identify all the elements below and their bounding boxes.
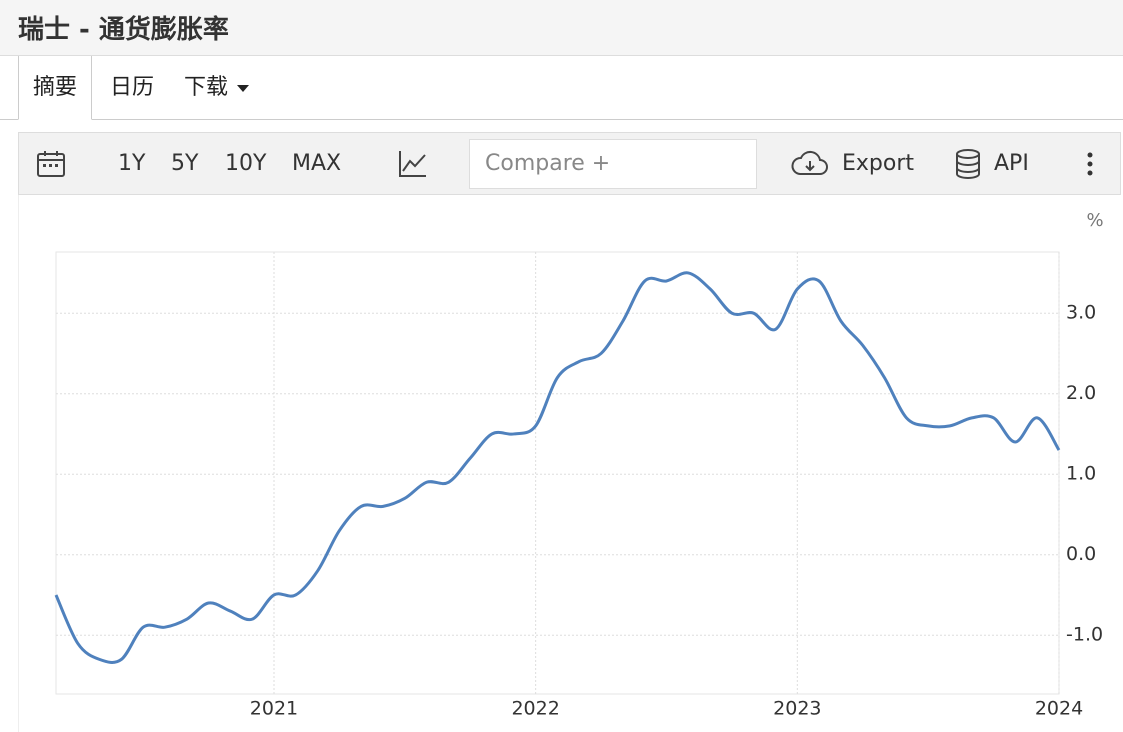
data-line	[54, 271, 1061, 664]
chart-type-icon[interactable]	[398, 149, 428, 179]
unit-label: %	[1086, 210, 1103, 231]
api-icon[interactable]	[954, 148, 982, 180]
api-button[interactable]: API	[994, 151, 1029, 176]
x-tick-label: 2021	[250, 698, 298, 720]
range-button[interactable]: MAX	[292, 151, 342, 176]
x-tick-label: 2023	[773, 698, 821, 720]
tab[interactable]: 日历	[110, 75, 155, 100]
toolbar: 1Y 5Y 10Y MAX Compare + Export API	[18, 132, 1121, 195]
compare-placeholder: Compare +	[485, 151, 611, 176]
y-tick-label: 1.0	[1066, 463, 1096, 485]
y-tick-label: 2.0	[1066, 382, 1096, 404]
export-button[interactable]: Export	[842, 151, 915, 176]
more-menu[interactable]	[1085, 151, 1095, 177]
range-button[interactable]: 10Y	[225, 151, 267, 176]
dropdown-caret	[237, 85, 250, 92]
tab[interactable]: 下载	[184, 56, 250, 119]
range-button[interactable]: 5Y	[171, 151, 199, 176]
calendar-icon[interactable]	[36, 149, 66, 179]
plot-area	[55, 251, 1060, 695]
y-tick-label: -1.0	[1066, 624, 1103, 646]
chart: % -1.0 0.0 1.0 2.0 3.0 2021 2022 2023 2024	[54, 210, 1104, 720]
y-tick-label: 0.0	[1066, 543, 1096, 565]
export-icon[interactable]	[791, 150, 829, 178]
chart-container	[18, 195, 1120, 732]
y-tick-label: 3.0	[1066, 302, 1096, 324]
header: 瑞士 - 通货膨胀率	[0, 0, 1123, 56]
range-button[interactable]: 1Y	[118, 151, 146, 176]
tab-label: 下载	[184, 75, 229, 100]
compare-input[interactable]: Compare +	[469, 139, 757, 189]
tabs: 摘要 日历 下载	[0, 56, 1123, 120]
page-title: 瑞士 - 通货膨胀率	[18, 15, 229, 45]
x-tick-label: 2024	[1035, 698, 1083, 720]
tab[interactable]: 摘要	[18, 56, 93, 120]
x-tick-label: 2022	[511, 698, 559, 720]
